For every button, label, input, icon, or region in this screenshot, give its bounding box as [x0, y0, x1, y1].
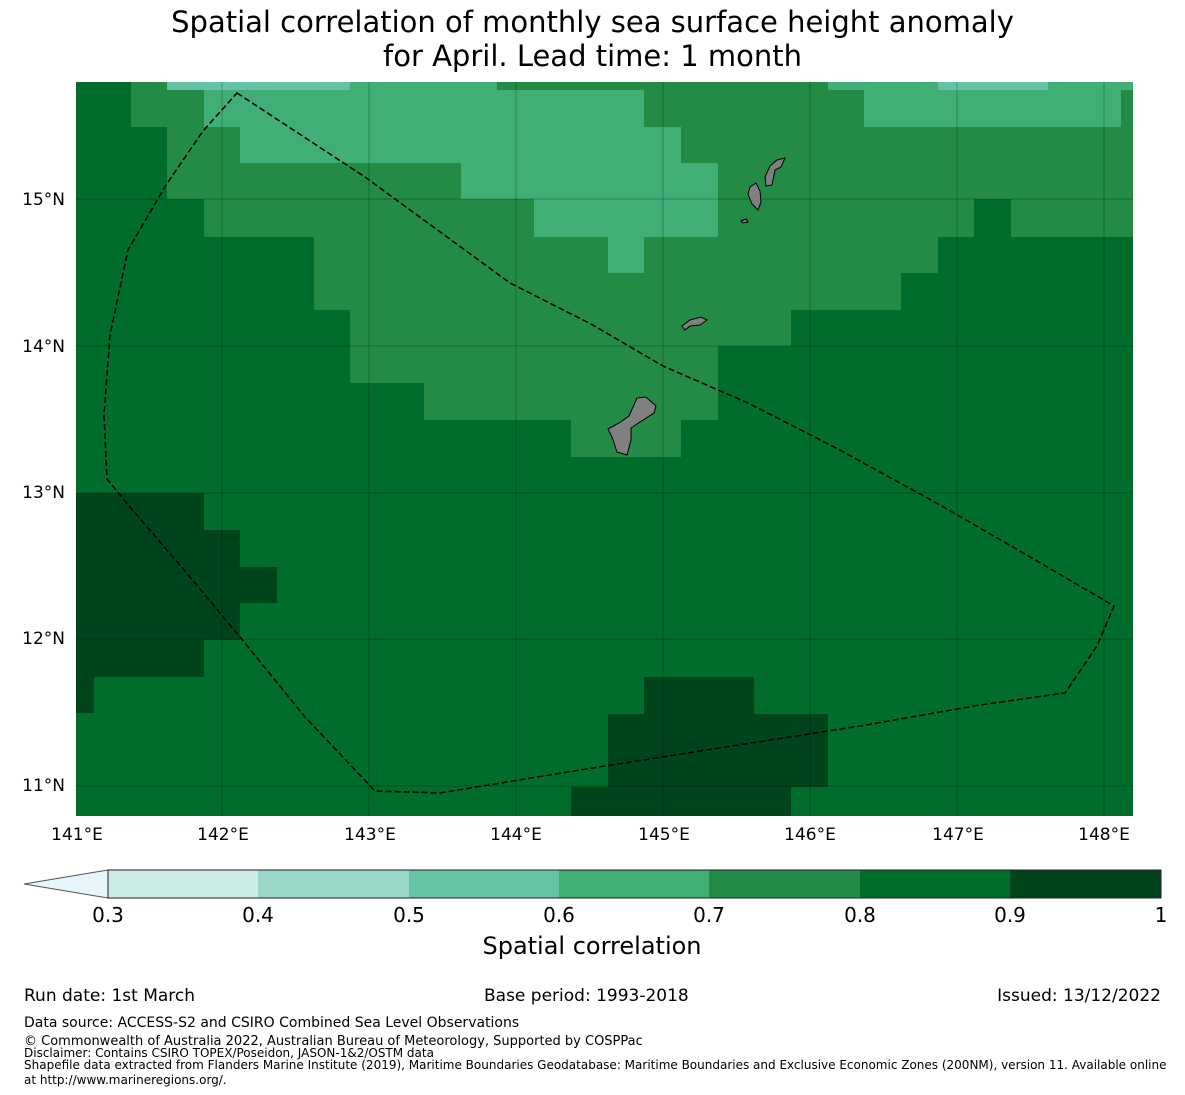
colorbar-tick-label: 0.9	[994, 903, 1026, 927]
colorbar-segment	[108, 870, 259, 898]
colorbar-tick-label: 0.8	[844, 903, 876, 927]
lat-label: 13°N	[22, 483, 65, 503]
correlation-region-0.9-1.0-west	[76, 493, 277, 713]
correlation-region-0.9-1.0-south	[571, 677, 828, 816]
island-saipan	[764, 157, 786, 187]
lon-label: 141°E	[51, 825, 103, 845]
colorbar-tick-label: 0.6	[543, 903, 575, 927]
eez-boundary-line	[103, 92, 1115, 794]
island-aguijan	[740, 218, 749, 224]
colorbar-tick-label: 0.3	[92, 903, 124, 927]
colorbar-tick-label: 0.7	[693, 903, 725, 927]
island-guam	[607, 396, 657, 456]
colorbar-segment	[709, 870, 860, 898]
lat-label: 11°N	[22, 776, 65, 796]
island-rota	[681, 316, 708, 331]
map-gridlines	[76, 82, 1133, 816]
colorbar-segment	[559, 870, 710, 898]
lon-label: 148°E	[1078, 825, 1130, 845]
lon-label: 147°E	[932, 825, 984, 845]
lon-label: 143°E	[344, 825, 396, 845]
chart-title-line-2: for April. Lead time: 1 month	[383, 39, 802, 73]
lon-label: 146°E	[784, 825, 836, 845]
colorbar-tick-label: 1	[1155, 903, 1168, 927]
colorbar-segment	[860, 870, 1011, 898]
shapefile-url: at http://www.marineregions.org/.	[24, 1073, 227, 1087]
island-tinian	[747, 182, 762, 211]
correlation-region-0.6-0.7	[167, 82, 718, 273]
run-date: Run date: 1st March	[24, 986, 196, 1006]
issued-date: Issued: 13/12/2022	[997, 986, 1161, 1006]
data-source: Data source: ACCESS-S2 and CSIRO Combine…	[24, 1015, 520, 1031]
colorbar-label: Spatial correlation	[482, 932, 701, 960]
lat-label: 15°N	[22, 190, 65, 210]
lon-label: 144°E	[490, 825, 542, 845]
colorbar-tick-label: 0.4	[242, 903, 274, 927]
colorbar-segment	[258, 870, 409, 898]
colorbar-outline	[107, 869, 1162, 899]
correlation-region-0.6-0.7-east	[828, 82, 1133, 127]
colorbar-tick-label: 0.5	[393, 903, 425, 927]
lon-label: 145°E	[638, 825, 690, 845]
base-period: Base period: 1993-2018	[484, 986, 689, 1006]
disclaimer: Disclaimer: Contains CSIRO TOPEX/Poseido…	[24, 1046, 434, 1060]
copyright-notice: © Commonwealth of Australia 2022, Austra…	[24, 1034, 643, 1049]
colorbar-segment	[1010, 870, 1161, 898]
correlation-region-0.5-0.6	[167, 82, 350, 90]
chart-title-line-1: Spatial correlation of monthly sea surfa…	[171, 5, 1014, 39]
lat-label: 14°N	[22, 337, 65, 357]
colorbar-under-extension	[23, 869, 109, 899]
lat-label: 12°N	[22, 629, 65, 649]
colorbar: 0.3 0.4 0.5 0.6 0.7 0.8 0.9 1 Spatial co…	[23, 869, 1168, 960]
correlation-region-0.5-0.6-east	[938, 82, 1048, 90]
land-islands	[607, 157, 786, 456]
colorbar-segment	[409, 870, 560, 898]
lon-label: 142°E	[197, 825, 249, 845]
shapefile-credit: Shapefile data extracted from Flanders M…	[24, 1058, 1167, 1072]
